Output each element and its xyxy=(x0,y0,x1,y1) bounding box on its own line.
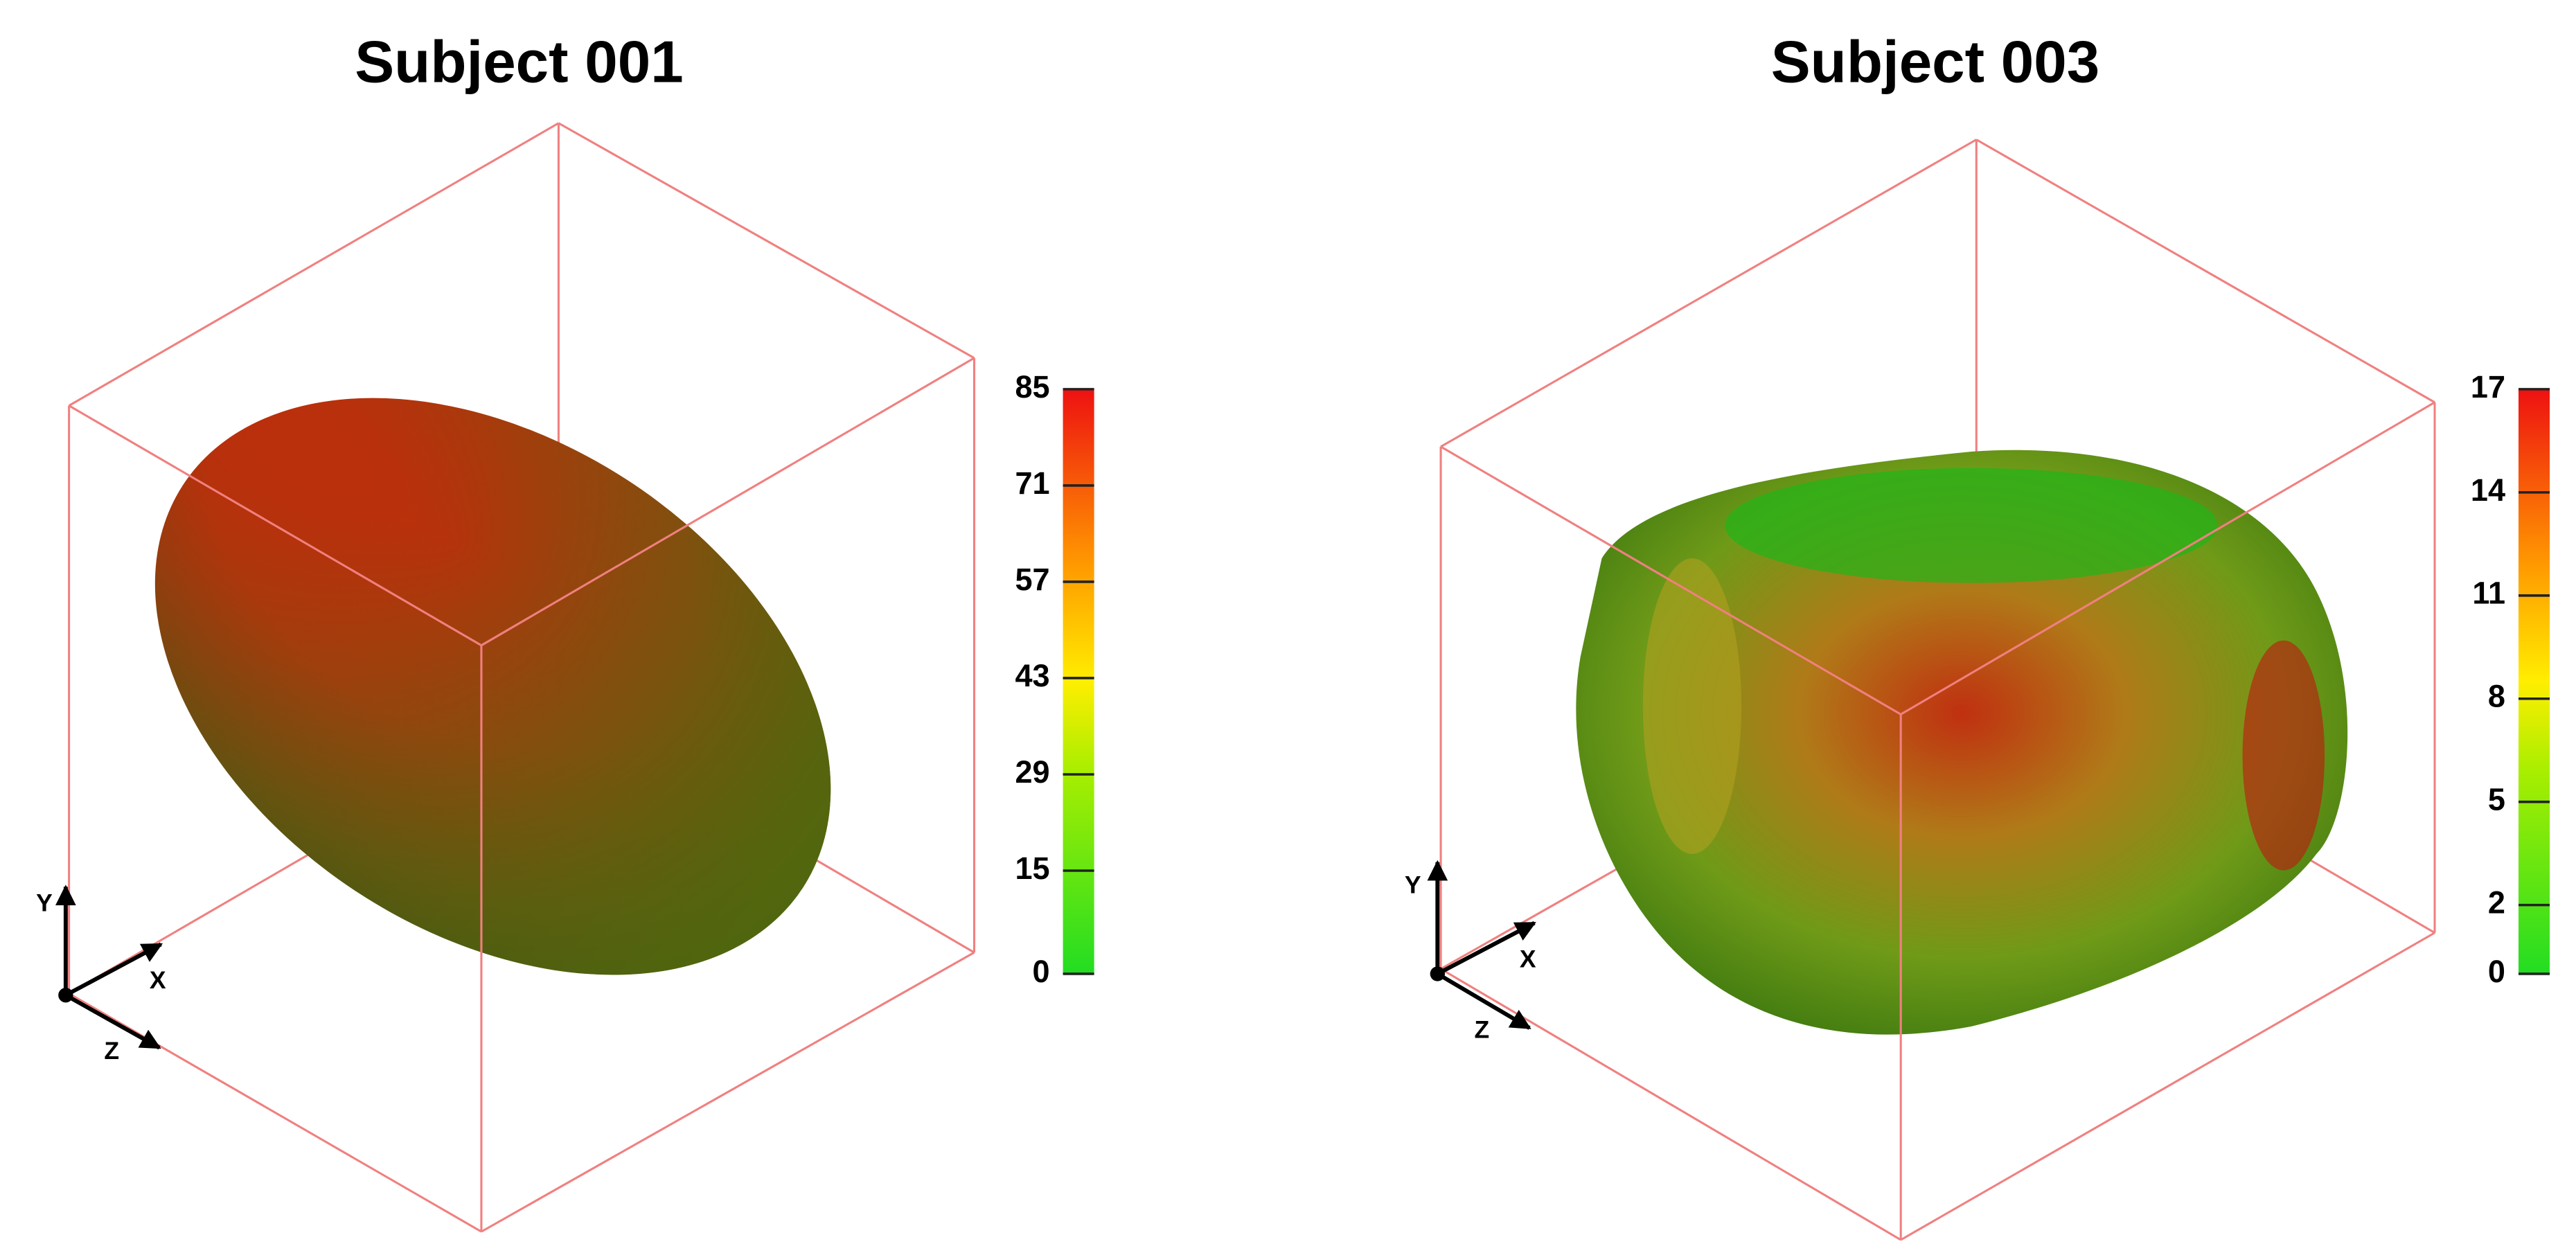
surface-shade xyxy=(154,398,831,975)
axis-label: Y xyxy=(36,889,53,917)
box-edge xyxy=(68,993,482,1233)
surface-patch xyxy=(1725,468,2218,583)
surface-patch xyxy=(2242,640,2325,871)
panel-title: Subject 003 xyxy=(1771,30,2100,96)
box-edge xyxy=(1440,445,1901,716)
box-edge xyxy=(481,951,975,1233)
axis-arrow xyxy=(64,942,163,997)
axis-label: X xyxy=(1520,945,1536,972)
surface-patch xyxy=(1642,558,1742,854)
axis-arrow xyxy=(1436,972,1531,1030)
box-edge xyxy=(558,122,975,359)
surface xyxy=(1576,450,2348,1035)
colorbar-tick-label: 71 xyxy=(1015,465,1049,501)
box-edge xyxy=(1440,139,1978,448)
colorbar-tick-label: 15 xyxy=(1015,851,1049,886)
colorbar-tick-label: 43 xyxy=(1015,658,1049,693)
panel: Subject 003 0 2 5 8 11 14 17 Y X Z xyxy=(1405,30,2550,1241)
axis-arrow xyxy=(1436,921,1536,976)
box-edge xyxy=(1900,932,2435,1241)
axis-label: Z xyxy=(104,1037,119,1065)
colorbar-tick-label: 5 xyxy=(2488,782,2505,817)
colorbar-tick-label: 57 xyxy=(1015,562,1049,597)
colorbar-tick-label: 14 xyxy=(2471,472,2505,508)
colorbar-tick-label: 0 xyxy=(1033,954,1050,989)
colorbar-tick-label: 11 xyxy=(2472,576,2505,611)
box-edge xyxy=(481,357,975,647)
panel: Subject 001 0 15 29 43 57 71 85 Y X Z xyxy=(36,30,1094,1233)
colorbar-tick-label: 2 xyxy=(2488,885,2505,921)
colorbar xyxy=(2518,389,2550,974)
box-edge xyxy=(1900,401,2435,716)
colorbar-tick-label: 29 xyxy=(1015,754,1049,790)
colorbar xyxy=(1063,389,1094,974)
axis-label: X xyxy=(150,966,166,994)
colorbar-tick-label: 85 xyxy=(1015,369,1049,405)
axis-origin xyxy=(1430,966,1446,981)
colorbar-tick-label: 8 xyxy=(2488,679,2505,714)
colorbar-tick-label: 17 xyxy=(2471,369,2505,405)
box-edge xyxy=(1975,139,2435,404)
box-edge xyxy=(68,122,560,407)
colorbar-tick-label: 0 xyxy=(2488,954,2505,989)
axis-origin xyxy=(58,988,73,1003)
axis-arrow xyxy=(64,993,161,1050)
box-edge xyxy=(68,405,482,647)
axis-label: Z xyxy=(1475,1015,1490,1043)
axis-label: Y xyxy=(1405,871,1421,899)
panel-title: Subject 001 xyxy=(355,30,684,96)
